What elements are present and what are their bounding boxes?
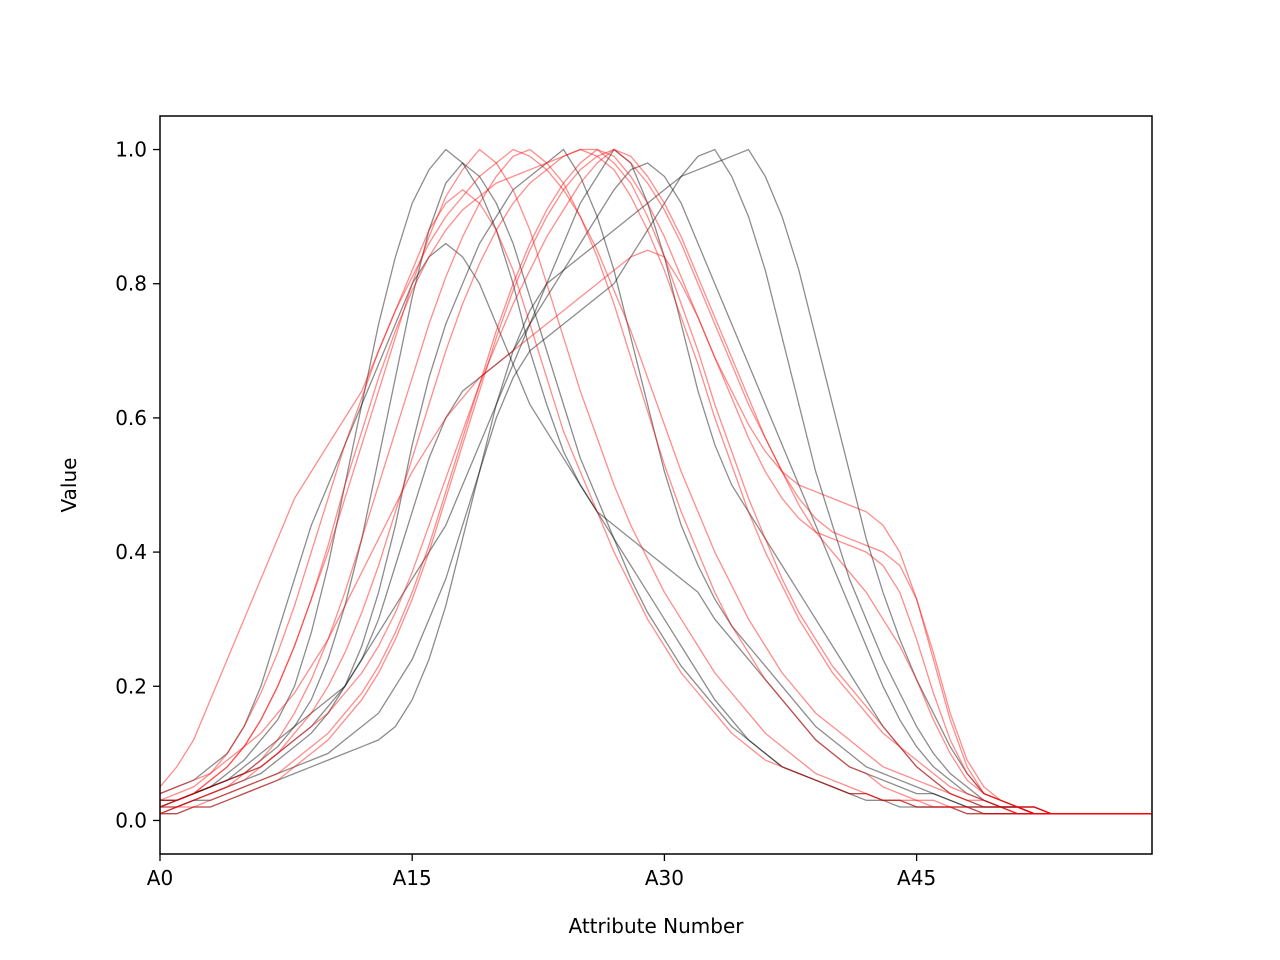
series-line-13 (160, 148, 1152, 815)
x-tick-label: A15 (393, 866, 432, 890)
series-line-3 (160, 162, 1152, 815)
series-line-17 (159, 148, 1152, 815)
y-tick-label: 0.8 (115, 272, 147, 296)
series-line-4 (160, 148, 1152, 815)
series-line-9 (159, 188, 1152, 815)
series-line-8 (160, 148, 1152, 815)
series-line-12 (160, 148, 1152, 815)
series-line-16 (159, 148, 1152, 815)
series-line-10 (159, 148, 1152, 815)
series-line-1 (159, 148, 1152, 815)
y-tick-label: 0.2 (115, 674, 147, 698)
y-tick-label: 1.0 (115, 138, 147, 162)
plot-frame (159, 115, 1153, 855)
y-axis: 0.0 0.2 0.4 0.6 0.8 1.0 (115, 138, 160, 832)
x-tick-label: A30 (645, 866, 684, 890)
y-tick-label: 0.6 (115, 406, 147, 430)
series-lines (159, 148, 1152, 815)
y-axis-label: Value (57, 458, 81, 513)
series-line-18 (159, 148, 1152, 815)
series-line-7 (159, 162, 1152, 815)
series-line-5 (159, 242, 1152, 815)
x-tick-label: A45 (897, 866, 936, 890)
series-line-11 (159, 148, 1152, 815)
x-axis: A0 A15 A30 A45 (147, 854, 936, 890)
series-line-6 (160, 148, 1152, 815)
x-tick-label: A0 (147, 866, 173, 890)
series-line-2 (159, 148, 1152, 815)
x-axis-label: Attribute Number (568, 914, 744, 938)
y-tick-label: 0.4 (115, 540, 147, 564)
y-tick-label: 0.0 (115, 808, 147, 832)
series-line-14 (159, 249, 1152, 815)
series-line-15 (160, 148, 1152, 815)
